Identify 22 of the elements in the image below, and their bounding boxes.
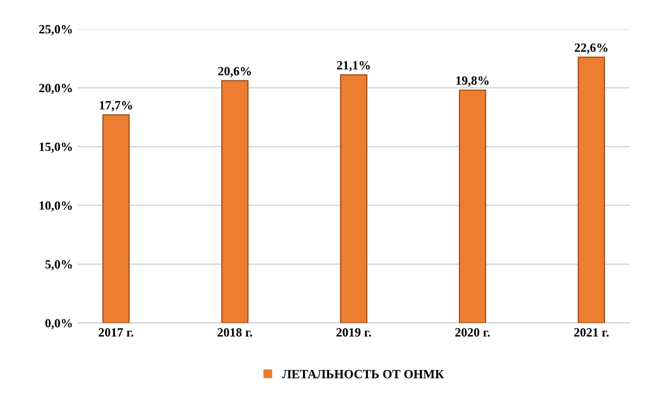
bar bbox=[458, 90, 486, 323]
data-label: 19,8% bbox=[456, 76, 489, 87]
x-tick-label: 2021 г. bbox=[574, 328, 609, 337]
bar bbox=[578, 56, 606, 323]
data-label: 21,1% bbox=[337, 61, 370, 72]
bar bbox=[340, 74, 368, 323]
x-tick-label: 2018 г. bbox=[218, 328, 252, 337]
data-label: 20,6% bbox=[218, 66, 251, 78]
y-tick-label: 25,0% bbox=[39, 25, 72, 36]
data-label: 17,7% bbox=[100, 101, 132, 112]
legend-label: ЛЕТАЛЬНОСТЬ ОТ ОНМК bbox=[282, 370, 444, 378]
bar bbox=[102, 114, 130, 323]
y-tick-label: 5,0% bbox=[45, 260, 72, 270]
x-tick-label: 2017 г. bbox=[98, 328, 134, 337]
y-tick-label: 10,0% bbox=[40, 201, 72, 212]
y-tick-label: 0,0% bbox=[45, 318, 72, 330]
y-tick-label: 15,0% bbox=[40, 142, 72, 153]
x-tick-label: 2020 г. bbox=[455, 328, 490, 337]
bar bbox=[221, 80, 248, 323]
y-tick-label: 20,0% bbox=[39, 84, 72, 94]
x-tick-label: 2019 г. bbox=[336, 328, 371, 337]
data-label: 22,6% bbox=[574, 43, 608, 54]
